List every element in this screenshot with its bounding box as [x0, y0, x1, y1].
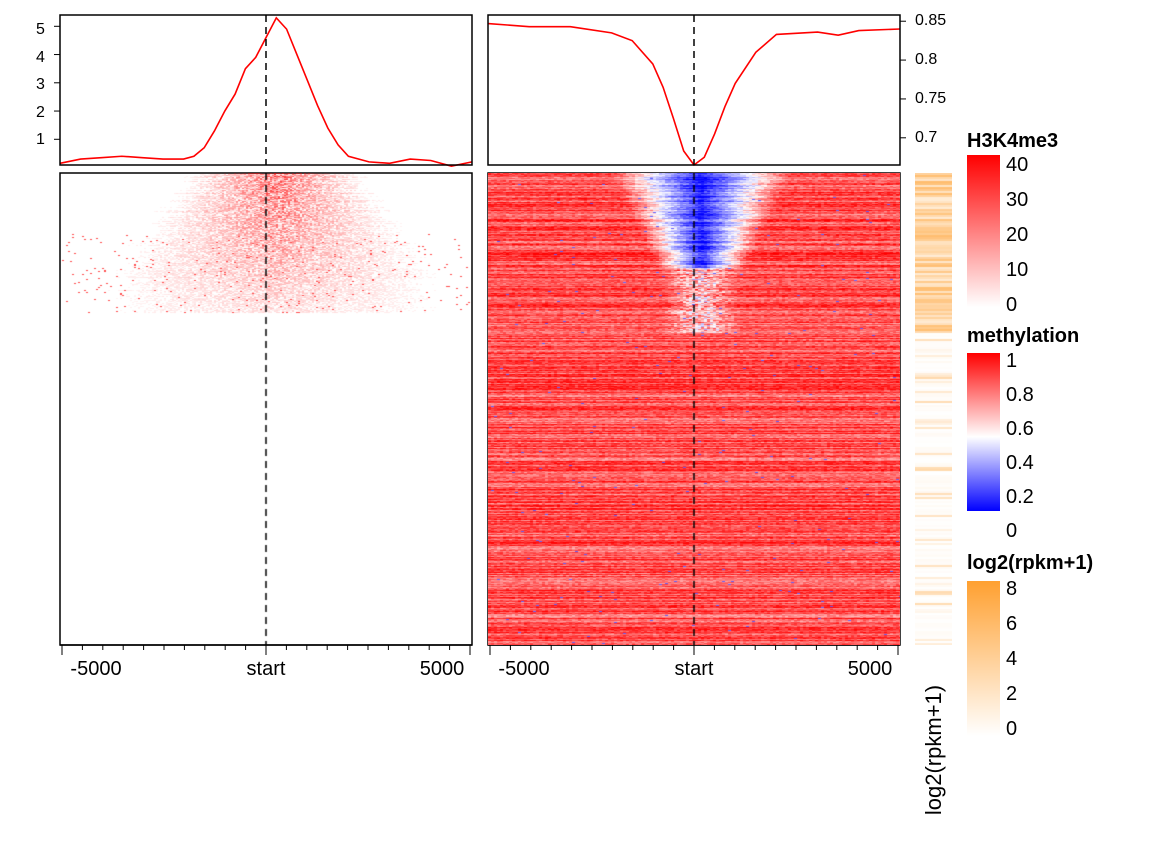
- x-tick-label: start: [246, 658, 286, 680]
- y-tick-label: 3: [36, 76, 45, 93]
- legend-label: 0: [1006, 294, 1018, 316]
- y-tick-label: 0.85: [915, 12, 947, 29]
- y-tick-label: 0.8: [915, 51, 938, 68]
- y-tick-label: 1: [36, 131, 45, 148]
- x-tick-label: 5000: [847, 658, 893, 680]
- h3k4me3-heatmap: [60, 173, 472, 645]
- x-tick-label: -5000: [70, 658, 122, 680]
- legend-label: 30: [1006, 189, 1029, 211]
- y-tick-label: 4: [36, 49, 45, 66]
- y-tick-label: 5: [36, 21, 45, 38]
- legend-label: 20: [1006, 224, 1029, 246]
- legend-label: 40: [1006, 154, 1029, 176]
- y-tick-label: 0.75: [915, 90, 947, 107]
- legend-label: 0: [1006, 718, 1018, 740]
- legend-label: 4: [1006, 648, 1018, 670]
- expression-annotation-column: [915, 173, 952, 645]
- y-tick-label: 2: [36, 104, 45, 121]
- methylation-heatmap: [488, 173, 900, 645]
- y-tick-label: 0.7: [915, 129, 938, 146]
- legend-label: 2: [1006, 683, 1018, 705]
- legend-colorbar-h3k4me3: [967, 155, 1000, 307]
- legend-label: 0.2: [1006, 486, 1034, 508]
- profile-line: [487, 22, 901, 167]
- legend-label: 0: [1006, 520, 1018, 542]
- legend-colorbar-methylation: [967, 353, 1000, 511]
- legend-colorbar-expression: [967, 581, 1000, 736]
- legend-label: 0.6: [1006, 418, 1034, 440]
- legend-label: 1: [1006, 350, 1018, 372]
- x-tick-label: -5000: [498, 658, 550, 680]
- profile-line: [59, 16, 473, 167]
- x-tick-label: start: [674, 658, 714, 680]
- legend-label: 6: [1006, 613, 1018, 635]
- x-tick-label: 5000: [419, 658, 465, 680]
- legend-label: 0.4: [1006, 452, 1034, 474]
- profile-frame: [59, 14, 473, 166]
- profile-frame: [487, 14, 901, 166]
- legend-label: 0.8: [1006, 384, 1034, 406]
- legend-title-methylation: methylation: [967, 325, 1080, 347]
- legend-title-h3k4me3: H3K4me3: [967, 130, 1059, 152]
- legend-label: 8: [1006, 578, 1018, 600]
- legend-title-expression: log2(rpkm+1): [967, 552, 1094, 574]
- annotation-axis-label: log2(rpkm+1): [921, 684, 946, 816]
- legend-label: 10: [1006, 259, 1029, 281]
